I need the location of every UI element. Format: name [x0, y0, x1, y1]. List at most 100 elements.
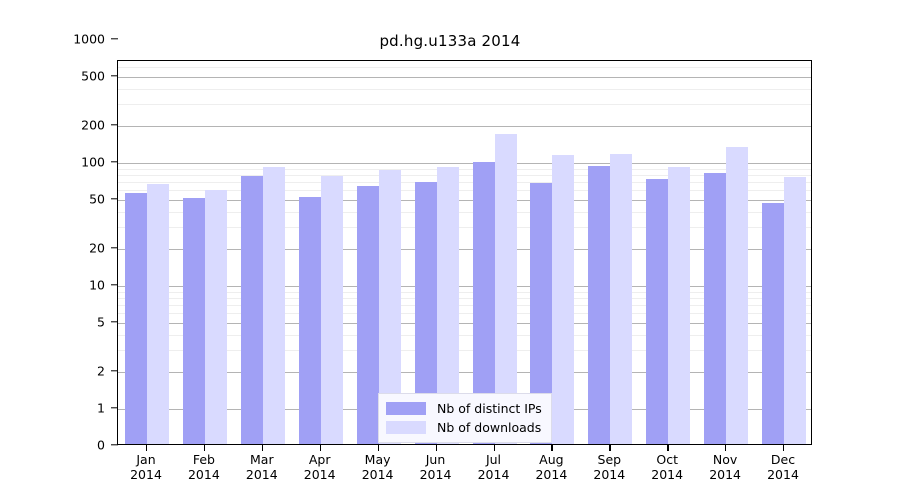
gridline-minor — [118, 334, 811, 336]
x-axis-tick-mark — [667, 445, 669, 451]
gridline-major — [118, 323, 811, 324]
x-axis-tick-month: May — [364, 452, 391, 467]
gridline-major — [118, 372, 811, 373]
gridline-major — [118, 200, 811, 201]
y-axis-tick-mark — [111, 407, 118, 409]
x-axis-tick-mark — [377, 445, 379, 451]
x-axis-tick-month: Sep — [597, 452, 622, 467]
x-axis-tick-label: Jun 2014 — [403, 452, 469, 482]
bar-downloads — [147, 184, 169, 444]
legend-label: Nb of downloads — [437, 420, 542, 435]
y-axis-tick-mark — [111, 198, 118, 200]
y-axis-tick-label: 10 — [89, 277, 105, 293]
gridline-minor — [118, 190, 811, 192]
gridline-minor — [118, 168, 811, 170]
x-axis-tick-mark — [783, 445, 785, 451]
y-axis-tick-mark — [111, 247, 118, 249]
legend-item[interactable]: Nb of distinct IPs — [386, 399, 542, 418]
y-axis-tick-mark — [111, 321, 118, 323]
y-axis-tick-label: 5 — [97, 314, 105, 330]
x-axis-tick-month: Feb — [192, 452, 215, 467]
x-axis-tick-year: 2014 — [535, 467, 568, 482]
bar-distinct-ips — [414, 181, 437, 444]
x-axis-tick-label: Jan 2014 — [113, 452, 179, 482]
gridline-major — [118, 126, 811, 127]
y-axis-tick-mark — [111, 284, 118, 286]
bar-distinct-ips — [762, 202, 784, 444]
bar-downloads — [494, 134, 517, 444]
bar-downloads — [436, 166, 459, 444]
gridline-minor — [118, 350, 811, 352]
x-axis-tick-year: 2014 — [361, 467, 394, 482]
bar-distinct-ips — [646, 178, 669, 444]
page-title: pd.hg.u133a 2014 — [379, 32, 521, 50]
gridline-major — [118, 286, 811, 287]
legend-swatch-downloads — [386, 421, 426, 434]
x-axis-tick-month: Jun — [425, 452, 446, 467]
x-axis-tick-label: Aug 2014 — [518, 452, 584, 482]
x-axis-tick-month: Mar — [250, 452, 274, 467]
x-axis-tick-year: 2014 — [130, 467, 162, 482]
x-axis-tick-mark — [725, 445, 727, 451]
bar-downloads — [784, 177, 806, 444]
gridline-major — [118, 163, 811, 164]
x-axis-tick-mark — [435, 445, 437, 451]
x-axis-tick-label: Sep 2014 — [576, 452, 642, 482]
y-axis-tick-mark — [111, 370, 118, 372]
gridline-major — [118, 77, 811, 78]
x-axis-tick-mark — [551, 445, 553, 451]
x-axis-tick-month: Jan — [136, 452, 156, 467]
bar-distinct-ips — [530, 183, 553, 444]
x-axis-tick-year: 2014 — [593, 467, 626, 482]
bar-downloads — [378, 170, 401, 444]
gridline-minor — [118, 67, 811, 69]
x-axis-tick-month: Oct — [656, 452, 678, 467]
plot-area — [117, 60, 812, 445]
bar-downloads — [610, 153, 633, 444]
bar-distinct-ips — [356, 185, 379, 444]
x-axis-tick-label: Oct 2014 — [634, 452, 700, 482]
gridline-major — [118, 249, 811, 250]
bar-distinct-ips — [125, 192, 147, 444]
x-axis-tick-label: Apr 2014 — [287, 452, 353, 482]
bar-distinct-ips — [588, 165, 611, 444]
gridline-minor — [118, 227, 811, 229]
chart-legend: Nb of distinct IPs Nb of downloads — [378, 393, 552, 443]
x-axis-tick-year: 2014 — [477, 467, 510, 482]
bar-distinct-ips — [298, 197, 321, 444]
gridline-minor — [118, 174, 811, 176]
x-axis-tick-label: Dec 2014 — [750, 452, 816, 482]
x-axis-tick-mark — [493, 445, 495, 451]
y-axis-tick-label: 50 — [89, 191, 105, 207]
x-axis-tick-label: Jul 2014 — [461, 452, 527, 482]
x-axis-tick-month: Jul — [485, 452, 502, 467]
gridline-minor — [118, 305, 811, 307]
legend-item[interactable]: Nb of downloads — [386, 418, 542, 437]
x-axis-tick-label: May 2014 — [345, 452, 411, 482]
y-axis-tick-mark — [111, 124, 118, 126]
x-axis-tick-mark — [319, 445, 322, 451]
bar-downloads — [262, 166, 285, 444]
x-axis-tick-year: 2014 — [767, 467, 799, 482]
x-axis-tick-month: Dec — [770, 452, 796, 467]
bar-distinct-ips — [472, 162, 495, 444]
x-axis-tick-month: Apr — [308, 452, 331, 467]
y-axis-tick-label: 1000 — [73, 31, 105, 47]
bar-downloads — [552, 154, 575, 444]
y-axis-tick-mark — [111, 444, 118, 446]
x-axis-tick-mark — [146, 445, 148, 451]
x-axis-tick-year: 2014 — [419, 467, 452, 482]
gridline-minor — [118, 297, 811, 299]
legend-label: Nb of distinct IPs — [437, 401, 542, 416]
x-axis-tick-month: Nov — [712, 452, 738, 467]
bar-downloads — [320, 175, 343, 444]
x-axis-tick-label: Nov 2014 — [692, 452, 758, 482]
x-axis-tick-year: 2014 — [303, 467, 336, 482]
bar-distinct-ips — [240, 176, 263, 444]
x-axis-tick-mark — [609, 445, 611, 451]
gridline-minor — [118, 211, 811, 213]
y-axis-tick-mark — [111, 75, 118, 77]
gridline-minor — [118, 104, 811, 106]
bar-downloads — [668, 166, 691, 444]
